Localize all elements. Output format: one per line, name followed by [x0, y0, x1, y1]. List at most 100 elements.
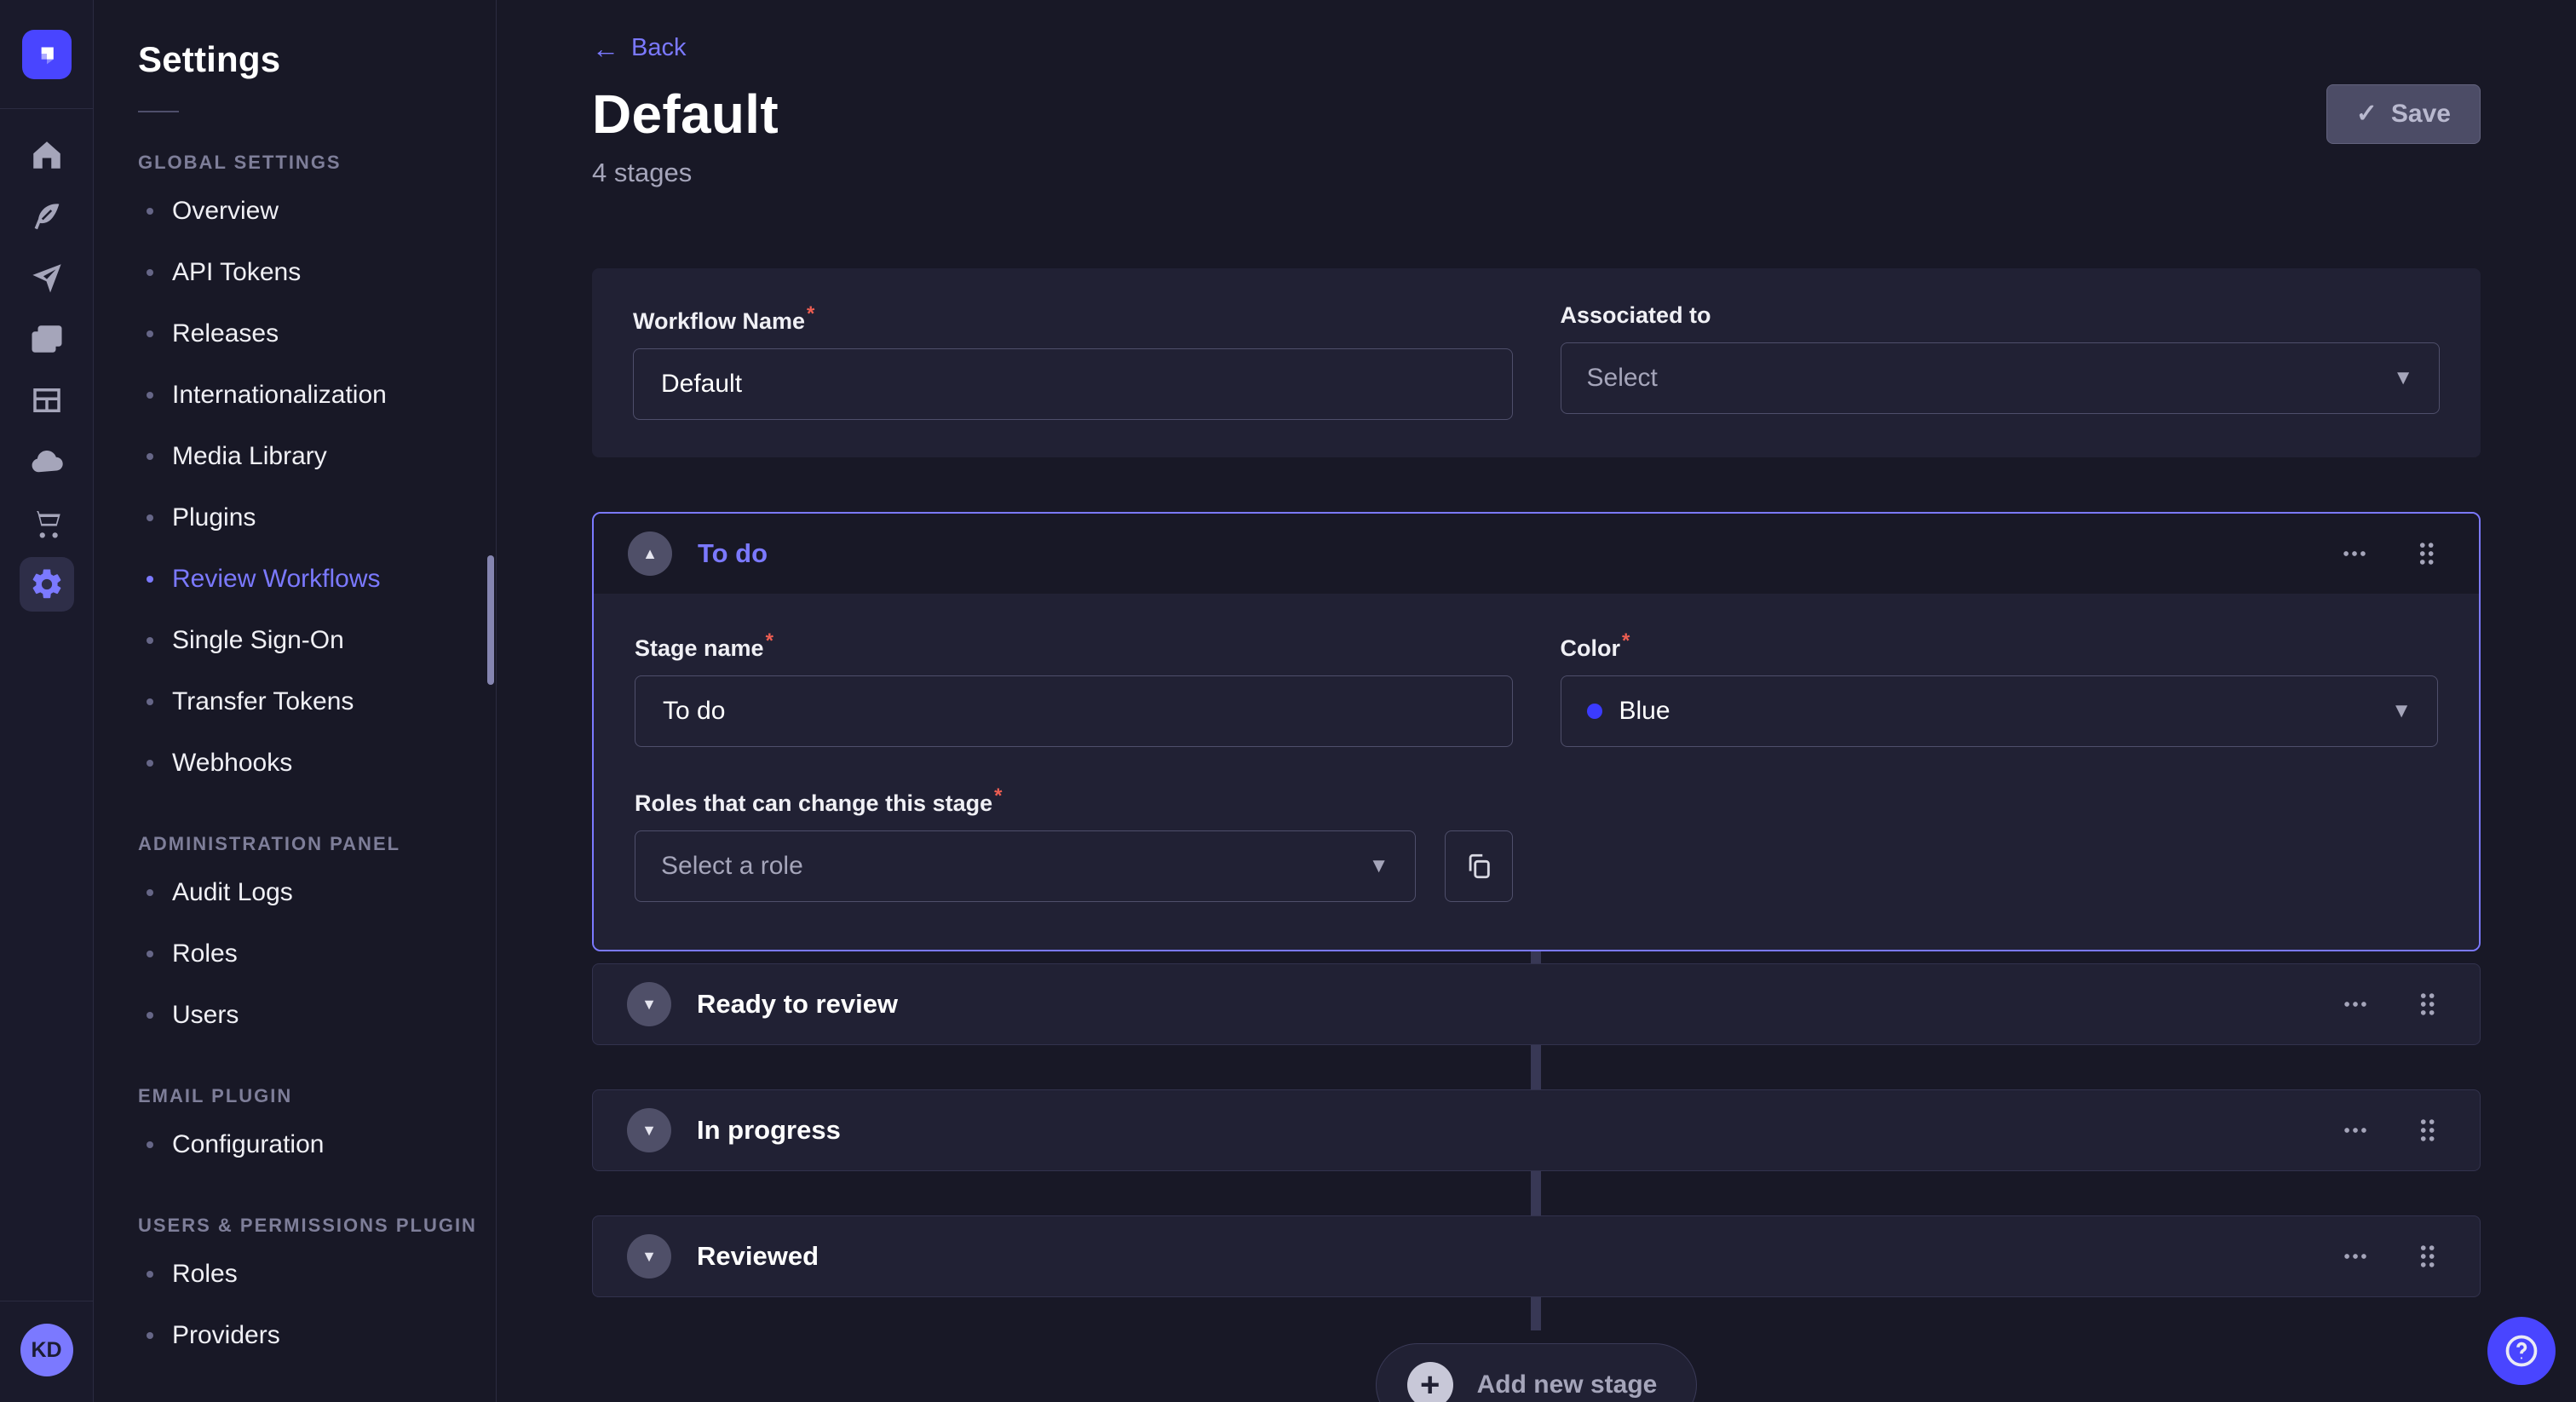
stage-drag-handle-icon[interactable] [2408, 985, 2446, 1023]
bullet-icon [147, 514, 153, 521]
workflow-name-input[interactable] [633, 348, 1513, 420]
section-heading: GLOBAL SETTINGS [138, 152, 342, 173]
sidebar-item-label: Roles [172, 1260, 238, 1288]
bullet-icon [147, 889, 153, 896]
stage-card-todo: ▲ To do Stage name* Color* [592, 512, 2481, 951]
stage-title-todo: To do [698, 538, 768, 568]
sidebar-item-plugins[interactable]: Plugins [94, 487, 496, 549]
section-global-settings: GLOBAL SETTINGS Overview API Tokens Rele… [94, 152, 496, 794]
stage-more-options-icon[interactable] [2337, 1238, 2374, 1275]
strapi-logo-icon[interactable] [21, 29, 72, 79]
stage-card-ready-to-review: ▼ Ready to review [592, 963, 2481, 1045]
expand-stage-button[interactable]: ▼ [627, 1234, 671, 1278]
expand-stage-button[interactable]: ▼ [627, 982, 671, 1026]
sidebar-item-media-library[interactable]: Media Library [94, 426, 496, 487]
layout-panels-icon[interactable] [20, 373, 74, 428]
main-nav-rail: KD [0, 0, 94, 1402]
sidebar-item-admin-users[interactable]: Users [94, 985, 496, 1046]
sidebar-scrollbar-thumb[interactable] [487, 555, 494, 685]
expand-stage-button[interactable]: ▼ [627, 1108, 671, 1152]
home-icon[interactable] [20, 128, 74, 182]
sidebar-item-email-configuration[interactable]: Configuration [94, 1114, 496, 1175]
stage-more-options-icon[interactable] [2336, 535, 2373, 572]
sidebar-item-webhooks[interactable]: Webhooks [94, 733, 496, 794]
send-plane-icon[interactable] [20, 250, 74, 305]
save-label: Save [2390, 100, 2451, 128]
stage-color-select[interactable]: Blue ▼ [1560, 675, 2438, 747]
sidebar-item-admin-roles[interactable]: Roles [94, 923, 496, 985]
add-new-stage-button[interactable]: + Add new stage [1375, 1343, 1698, 1402]
question-mark-icon [2505, 1335, 2538, 1367]
bullet-icon [147, 453, 153, 460]
chevron-down-icon: ▼ [1368, 854, 1389, 877]
chevron-down-icon: ▼ [2393, 366, 2413, 389]
section-heading: EMAIL PLUGIN [138, 1085, 293, 1106]
workflow-name-label: Workflow Name* [633, 302, 815, 334]
stage-actions [2337, 1238, 2446, 1275]
duplicate-stage-button[interactable] [1444, 830, 1513, 902]
section-users-permissions-plugin: USERS & PERMISSIONS PLUGIN Roles Provide… [94, 1215, 496, 1366]
stage-roles-select[interactable]: Select a role ▼ [635, 830, 1416, 902]
select-placeholder: Select [1586, 364, 1658, 392]
required-asterisk: * [807, 302, 815, 325]
cloud-icon[interactable] [20, 434, 74, 489]
main-content: ← Back Default ✓ Save 4 stages Workflow … [497, 0, 2576, 1402]
sidebar-item-label: Internationalization [172, 381, 387, 409]
stage-card-reviewed: ▼ Reviewed [592, 1215, 2481, 1297]
add-stage-label: Add new stage [1476, 1370, 1658, 1399]
sidebar-item-up-roles[interactable]: Roles [94, 1244, 496, 1305]
sidebar-item-up-providers[interactable]: Providers [94, 1305, 496, 1366]
stage-body-todo: Stage name* Color* Blue ▼ Roles that can… [594, 594, 2479, 950]
sidebar-item-label: Transfer Tokens [172, 687, 354, 715]
sidebar-item-releases[interactable]: Releases [94, 303, 496, 365]
marketplace-cart-icon[interactable] [20, 496, 74, 550]
stage-name-label: Stage name* [635, 629, 773, 661]
help-button[interactable] [2487, 1317, 2556, 1385]
sidebar-item-label: Roles [172, 939, 238, 968]
sidebar-item-label: Media Library [172, 442, 327, 470]
color-value: Blue [1619, 697, 1670, 725]
stage-drag-handle-icon[interactable] [2407, 535, 2445, 572]
sidebar-item-single-sign-on[interactable]: Single Sign-On [94, 610, 496, 671]
sidebar-item-label: Overview [172, 197, 279, 225]
page-title: Default [592, 83, 779, 145]
associated-to-label: Associated to [1560, 302, 1711, 328]
required-asterisk: * [1622, 629, 1630, 652]
check-icon: ✓ [2355, 100, 2378, 128]
select-placeholder: Select a role [661, 852, 803, 880]
settings-gear-icon[interactable] [19, 557, 74, 612]
bullet-icon [147, 1012, 153, 1019]
sidebar-item-label: Plugins [172, 503, 256, 531]
media-images-icon[interactable] [20, 312, 74, 366]
sidebar-item-overview[interactable]: Overview [94, 181, 496, 242]
sidebar-item-api-tokens[interactable]: API Tokens [94, 242, 496, 303]
stage-count-subtitle: 4 stages [592, 158, 693, 187]
stage-drag-handle-icon[interactable] [2408, 1112, 2446, 1149]
associated-to-select[interactable]: Select ▼ [1560, 342, 2440, 414]
workflow-name-field: Workflow Name* [633, 302, 1513, 420]
back-link[interactable]: ← Back [592, 34, 686, 62]
bullet-icon [147, 698, 153, 705]
stage-more-options-icon[interactable] [2337, 1112, 2374, 1149]
stage-header-todo: ▲ To do [594, 514, 2479, 594]
save-button[interactable]: ✓ Save [2326, 84, 2481, 144]
sidebar-item-internationalization[interactable]: Internationalization [94, 365, 496, 426]
bullet-icon [147, 951, 153, 957]
stage-more-options-icon[interactable] [2337, 985, 2374, 1023]
required-asterisk: * [994, 784, 1003, 807]
copy-icon [1469, 853, 1490, 879]
sidebar-item-label: API Tokens [172, 258, 302, 286]
sidebar-item-transfer-tokens[interactable]: Transfer Tokens [94, 671, 496, 733]
stage-actions [2337, 985, 2446, 1023]
sidebar-item-review-workflows[interactable]: Review Workflows [94, 549, 496, 610]
stage-name-input[interactable] [635, 675, 1513, 747]
chevron-up-icon: ▲ [642, 544, 658, 562]
sidebar-item-audit-logs[interactable]: Audit Logs [94, 862, 496, 923]
user-avatar[interactable]: KD [20, 1324, 73, 1376]
back-arrow-icon: ← [592, 32, 619, 64]
collapse-stage-button[interactable]: ▲ [628, 531, 672, 576]
associated-to-field: Associated to Select ▼ [1560, 302, 2440, 420]
content-feather-icon[interactable] [20, 189, 74, 244]
stage-drag-handle-icon[interactable] [2408, 1238, 2446, 1275]
bullet-icon [147, 330, 153, 337]
